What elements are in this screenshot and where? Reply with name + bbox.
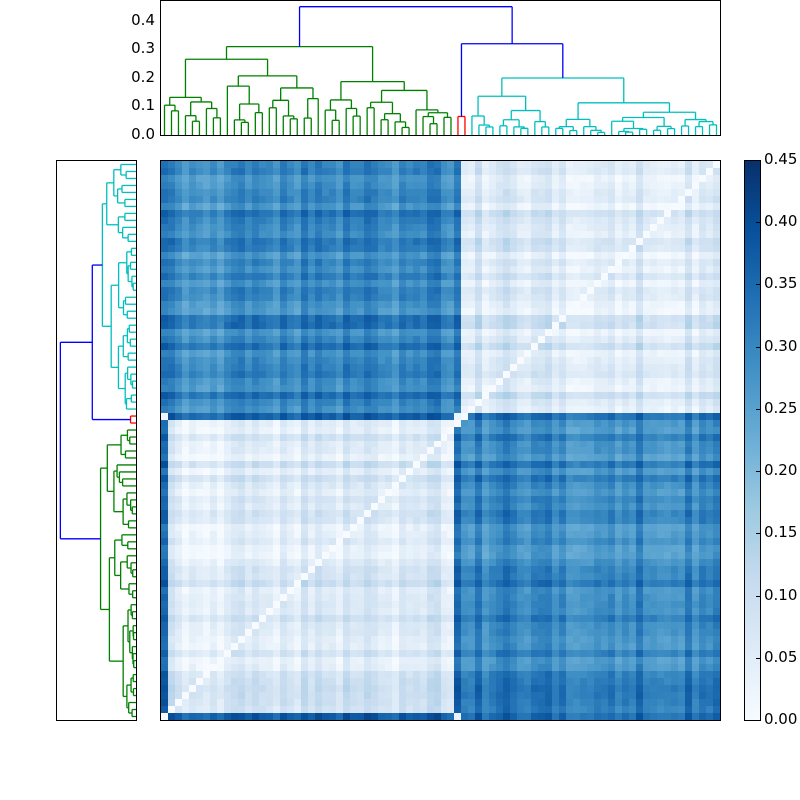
heatmap	[160, 160, 721, 721]
colorbar-tick	[756, 347, 760, 348]
colorbar-tick-label: 0.25	[764, 401, 797, 416]
colorbar-tick-label: 0.05	[764, 650, 797, 665]
colorbar	[744, 160, 761, 721]
colorbar-tick-label: 0.15	[764, 525, 797, 540]
colorbar-tick-label: 0.00	[764, 712, 797, 727]
top-dendrogram-tick-label: 0.3	[115, 41, 155, 56]
colorbar-tick	[756, 720, 760, 721]
colorbar-tick-label: 0.45	[764, 152, 797, 167]
colorbar-tick	[756, 658, 760, 659]
top-dendrogram-tick-label: 0.0	[115, 127, 155, 142]
colorbar-tick	[756, 160, 760, 161]
colorbar-tick	[756, 596, 760, 597]
colorbar-tick	[756, 284, 760, 285]
colorbar-tick-label: 0.10	[764, 588, 797, 603]
colorbar-tick-label: 0.35	[764, 276, 797, 291]
top-dendrogram-tick-label: 0.4	[115, 13, 155, 28]
top-dendrogram-tick-label: 0.1	[115, 98, 155, 113]
colorbar-tick	[756, 533, 760, 534]
top-dendrogram	[160, 0, 721, 136]
colorbar-tick-label: 0.20	[764, 463, 797, 478]
top-dendrogram-lines	[161, 1, 720, 135]
colorbar-tick-label: 0.40	[764, 214, 797, 229]
colorbar-tick	[756, 471, 760, 472]
left-dendrogram-lines	[57, 161, 136, 720]
colorbar-tick	[756, 222, 760, 223]
top-dendrogram-tick-label: 0.2	[115, 70, 155, 85]
left-dendrogram	[56, 160, 137, 721]
colorbar-tick	[756, 409, 760, 410]
colorbar-tick-label: 0.30	[764, 339, 797, 354]
